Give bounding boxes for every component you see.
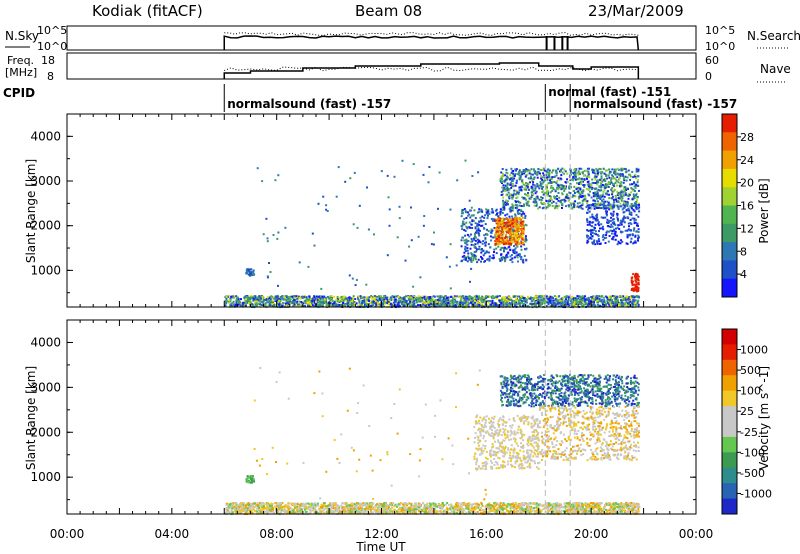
freq-panel: Freq. [MHz] 18 8 60 0 Nave (5, 52, 791, 83)
velocity-colorbar: 1000 500 100 25 -25 -100 -500 -1000 (721, 328, 772, 515)
nsearch-tick-top: 10^5 (705, 24, 735, 37)
date-title: 23/Mar/2009 (588, 2, 684, 20)
colorbar-swatch (722, 150, 737, 170)
velocity-yticks: 1000 2000 3000 4000 (30, 335, 696, 501)
cpid-segment-label: normalsound (fast) -157 (227, 97, 391, 111)
nsky-label: N.Sky (5, 29, 39, 43)
freq-tick-top: 18 (41, 54, 55, 67)
colorbar-swatch (722, 329, 737, 345)
cpid-segment-label: normal (fast) -151 (548, 85, 671, 99)
range-tick-label: 4000 (30, 129, 61, 143)
velocity-ylabel: Slant Range [km] (24, 366, 38, 470)
time-tick-label: 00:00 (50, 527, 85, 541)
range-tick-label: 3000 (30, 380, 61, 394)
colorbar-swatch (722, 187, 737, 206)
colorbar-swatch (722, 452, 737, 469)
colorbar-tick-label: -1000 (740, 487, 772, 500)
power-panel: 1000 2000 3000 4000 Slant Range [km] (24, 113, 697, 309)
velocity-frame (66, 319, 697, 515)
colorbar-tick-label: 24 (740, 154, 754, 167)
colorbar-swatch (722, 344, 737, 361)
nsearch-tick-bottom: 10^0 (705, 40, 735, 53)
nsky-panel: N.Sky 10^5 10^0 10^5 10^0 N.Search (5, 24, 800, 53)
freq-frame (66, 52, 697, 80)
time-tick-label: 20:00 (574, 527, 609, 541)
colorbar-swatch (722, 132, 737, 152)
time-tick-label: 16:00 (469, 527, 504, 541)
nsky-frame (66, 25, 697, 51)
colorbar-swatch (722, 483, 737, 500)
time-axis: 00:00 04:00 08:00 12:00 16:00 20:00 00:00 (50, 114, 714, 541)
colorbar-tick-label: -100 (740, 446, 765, 459)
colorbar-swatch (722, 205, 737, 225)
station-title: Kodiak (fitACF) (92, 2, 203, 20)
colorbar-swatch (722, 390, 737, 407)
velocity-colorbar-label: Velocity [m s^-1] (757, 366, 771, 470)
colorbar-swatch (722, 223, 737, 243)
time-tick-label: 00:00 (679, 527, 714, 541)
freq-label-line1: Freq. (7, 54, 34, 67)
power-scatter (224, 159, 641, 309)
colorbar-swatch (722, 406, 737, 422)
colorbar-tick-label: 25 (740, 405, 754, 418)
range-tick-label: 4000 (30, 335, 61, 349)
colorbar-tick-label: 1000 (740, 344, 768, 357)
power-colorbar-label: Power [dB] (757, 178, 771, 243)
colorbar-swatch (722, 260, 737, 280)
nsky-trace (223, 32, 640, 51)
power-ylabel: Slant Range [km] (24, 159, 38, 263)
colorbar-tick-label: 500 (740, 364, 761, 377)
colorbar-tick-label: 20 (740, 177, 754, 190)
colorbar-swatch (722, 421, 737, 438)
colorbar-swatch (722, 242, 737, 261)
nsearch-label: N.Search (747, 29, 800, 43)
time-tick-label: 08:00 (259, 527, 294, 541)
range-tick-label: 2000 (30, 219, 61, 233)
colorbar-swatch (722, 114, 737, 133)
nave-tick-bottom: 0 (705, 70, 712, 83)
colorbar-swatch (722, 436, 737, 453)
colorbar-swatch (722, 168, 737, 188)
colorbar-tick-label: 8 (740, 245, 747, 258)
range-tick-label: 3000 (30, 174, 61, 188)
velocity-scatter (224, 367, 641, 516)
nsky-tick-top: 10^5 (37, 24, 67, 37)
range-tick-label: 2000 (30, 425, 61, 439)
colorbar-tick-label: -500 (740, 467, 765, 480)
colorbar-tick-label: 100 (740, 385, 761, 398)
nsky-tick-bottom: 10^0 (37, 40, 67, 53)
colorbar-swatch (722, 359, 737, 376)
freq-trace (223, 62, 640, 79)
cpid-segment-label: normalsound (fast) -157 (573, 97, 737, 111)
colorbar-tick-label: 4 (740, 268, 747, 281)
time-tick-label: 04:00 (155, 527, 190, 541)
colorbar-swatch (722, 467, 737, 484)
time-axis-label: Time UT (355, 540, 406, 554)
nave-tick-top: 60 (705, 54, 719, 67)
power-colorbar: 4 8 12 16 20 24 28 (721, 113, 754, 298)
colorbar-swatch (722, 375, 737, 392)
range-tick-label: 1000 (30, 263, 61, 277)
freq-tick-bottom: 8 (47, 70, 54, 83)
colorbar-tick-label: 28 (740, 131, 754, 144)
colorbar-tick-label: 12 (740, 222, 754, 235)
colorbar-swatch (722, 498, 737, 515)
cpid-label: CPID (3, 86, 35, 100)
power-frame (66, 113, 697, 308)
time-tick-label: 12:00 (364, 527, 399, 541)
freq-label-line2: [MHz] (5, 66, 37, 79)
nave-label: Nave (760, 62, 791, 76)
colorbar-swatch (722, 278, 737, 298)
range-tick-label: 1000 (30, 470, 61, 484)
power-yticks: 1000 2000 3000 4000 (30, 129, 696, 294)
velocity-panel: 1000 2000 3000 4000 Slant Range [km] (24, 319, 697, 516)
colorbar-tick-label: -25 (740, 426, 758, 439)
beam-title: Beam 08 (355, 2, 422, 20)
colorbar-tick-label: 16 (740, 200, 754, 213)
